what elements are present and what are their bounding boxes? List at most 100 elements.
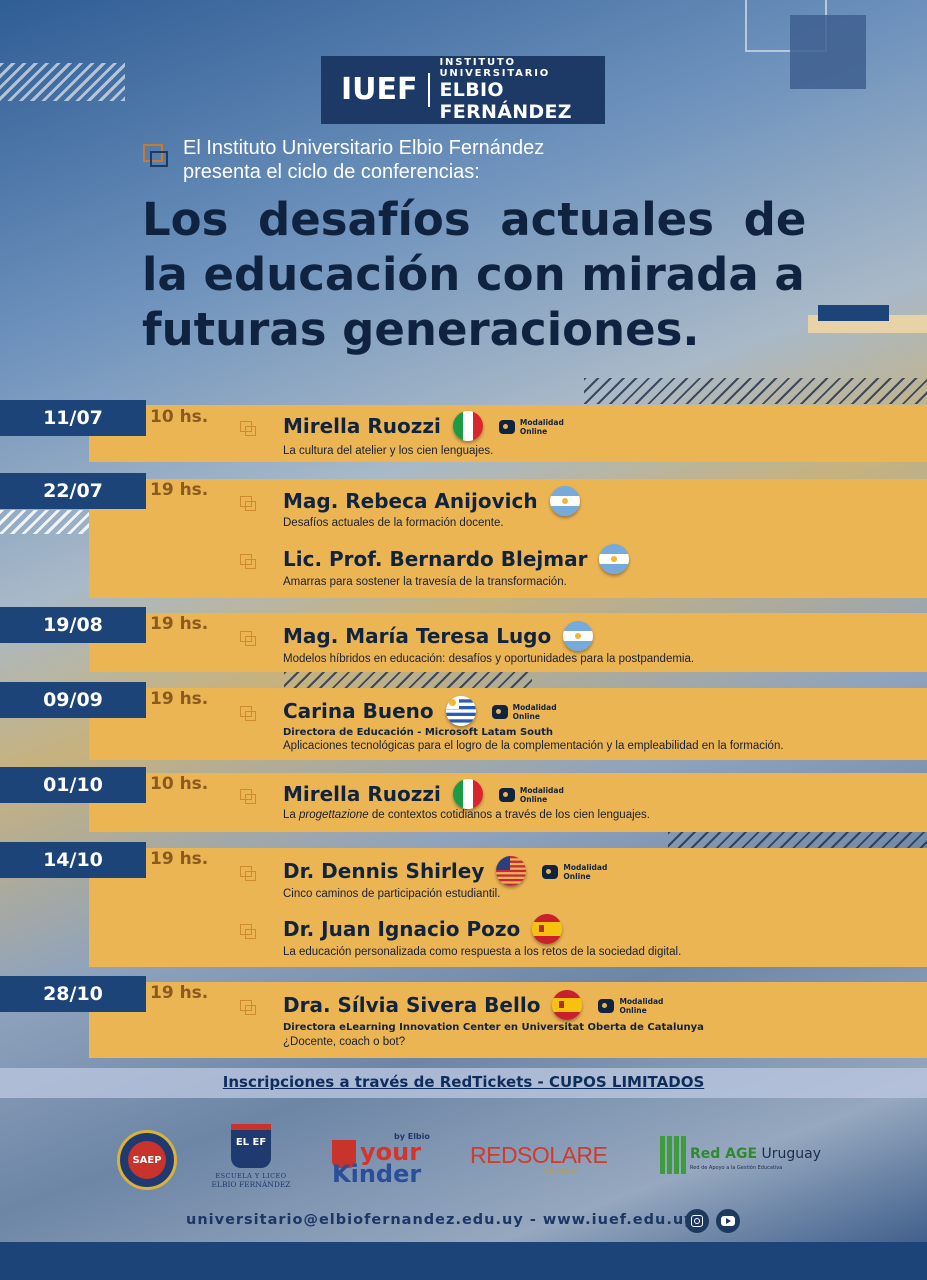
contact-info[interactable]: universitario@elbiofernandez.edu.uy - ww… (186, 1212, 695, 1228)
intro-line1: El Instituto Universitario Elbio Fernánd… (183, 137, 545, 159)
speaker-topic: La cultura del atelier y los cien lengua… (283, 445, 494, 457)
modality-line1: Modalidad (512, 703, 557, 712)
redage-text1: Red AGE (690, 1146, 758, 1162)
speaker-topic: Desafíos actuales de la formación docent… (283, 517, 504, 529)
decor-hatch-left (0, 510, 90, 534)
flag-italy-icon (452, 411, 483, 441)
modality-line2: Online (519, 795, 548, 804)
speaker-bullet-icon-inner (245, 711, 256, 721)
speaker-topic: Modelos híbridos en educación: desafíos … (283, 653, 695, 665)
modality-line1: Modalidad (519, 418, 564, 427)
speaker-bullet-icon-inner (245, 426, 256, 436)
speaker-name: Mirella Ruozzi (283, 782, 441, 806)
speaker-bullet-icon-inner (245, 929, 256, 939)
yourkinder-logo: by Elbio your Kinder (330, 1132, 430, 1192)
speaker-name: Mag. María Teresa Lugo (283, 624, 552, 648)
event-band (89, 688, 927, 760)
intro-line2: presenta el ciclo de conferencias: (183, 161, 480, 183)
event-band (89, 613, 927, 672)
event-hour: 19 hs. (150, 614, 209, 634)
speaker-name: Mag. Rebeca Anijovich (283, 489, 538, 513)
event-date: 14/10 (0, 842, 146, 878)
yourkinder-your: your (360, 1138, 422, 1166)
bullet-squares-icon-inner (150, 151, 168, 167)
video-camera-icon (498, 788, 515, 802)
modality-online-badge: Modalidad Online (542, 863, 607, 881)
yourkinder-kinder: Kinder (332, 1160, 422, 1188)
event-date: 01/10 (0, 767, 146, 803)
speaker-name: Dra. Sílvia Sivera Bello (283, 993, 541, 1017)
modality-text: Modalidad Online (520, 418, 564, 436)
speaker-bullet-icon-inner (245, 636, 256, 646)
logo-line2: ELBIO FERNÁNDEZ (439, 79, 572, 123)
youtube-icon[interactable] (716, 1209, 740, 1233)
flag-spain-icon (552, 990, 583, 1020)
flag-spain-icon (532, 914, 563, 944)
modality-line1: Modalidad (519, 786, 564, 795)
speaker-topic: La educación personalizada como respuest… (283, 946, 682, 958)
modality-text: Modalidad Online (520, 786, 564, 804)
event-hour: 19 hs. (150, 480, 209, 500)
escuela-line1: ESCUELA Y LICEO (215, 1172, 287, 1180)
speaker-role: Directora eLearning Innovation Center en… (283, 1022, 704, 1033)
speaker-bullet-icon-inner (245, 794, 256, 804)
event-band (89, 982, 927, 1058)
modality-line1: Modalidad (563, 863, 608, 872)
flag-uruguay-icon (445, 696, 476, 726)
logo-line1: INSTITUTO UNIVERSITARIO (439, 57, 551, 79)
escuela-line2: ELBIO FERNÁNDEZ (211, 1180, 291, 1189)
speaker-topic: ¿Docente, coach o bot? (283, 1036, 406, 1048)
modality-line2: Online (619, 1006, 647, 1015)
flag-argentina-icon (599, 544, 630, 574)
speaker-name: Dr. Dennis Shirley (283, 859, 485, 883)
redage-icon (660, 1136, 686, 1174)
speaker-topic: Amarras para sostener la travesía de la … (283, 576, 567, 588)
title-line1: Los desafíos actuales de (142, 193, 807, 246)
speaker-name: Lic. Prof. Bernardo Blejmar (283, 547, 588, 571)
registration-link[interactable]: Inscripciones a través de RedTickets - C… (222, 1073, 705, 1091)
event-date: 22/07 (0, 473, 146, 509)
redsolare-logo: REDSOLARE URUGUAY (470, 1142, 630, 1182)
speaker-topic: Cinco caminos de participación estudiant… (283, 888, 501, 900)
event-date: 28/10 (0, 976, 146, 1012)
video-camera-icon (542, 865, 559, 879)
speaker-bullet-icon-inner (245, 559, 256, 569)
event-band (89, 479, 927, 598)
redsolare-sub: URUGUAY (544, 1168, 581, 1175)
redage-sub: Red de Apoyo a la Gestión Educativa (690, 1165, 783, 1171)
decor-hatch-mid (284, 672, 532, 688)
redage-logo: Red AGE Uruguay Red de Apoyo a la Gestió… (660, 1136, 830, 1180)
modality-text: Modalidad Online (563, 863, 607, 881)
event-hour: 19 hs. (150, 983, 209, 1003)
event-band (89, 773, 927, 832)
speaker-role: Directora de Educación - Microsoft Latam… (283, 727, 554, 738)
video-camera-icon (498, 420, 515, 434)
redsolare-text: REDSOLARE (470, 1142, 608, 1168)
event-hour: 19 hs. (150, 849, 209, 869)
topic-text: de contextos cotidianos a través de los … (368, 809, 650, 821)
page-title: Los desafíos actuales de la educación co… (142, 192, 807, 357)
registration-band (0, 1068, 927, 1098)
modality-online-badge: Modalidad Online (498, 418, 564, 436)
logo-short: IUEF (341, 73, 430, 107)
instagram-icon[interactable] (685, 1209, 709, 1233)
flag-argentina-icon (549, 486, 580, 516)
speaker-topic: La progettazione de contextos cotidianos… (283, 809, 650, 821)
modality-online-badge: Modalidad Online (498, 786, 564, 804)
intro-text: El Instituto Universitario Elbio Fernánd… (183, 136, 743, 184)
modality-text: Modalidad Online (513, 703, 557, 721)
decor-bar-right-dark (818, 305, 889, 321)
topic-emphasis: progettazione (299, 809, 369, 821)
bottom-bar (0, 1242, 927, 1280)
modality-text: Modalidad Online (619, 997, 663, 1015)
decor-hatch-top-left (0, 63, 125, 101)
flag-argentina-icon (563, 621, 594, 651)
speaker-name: Mirella Ruozzi (283, 414, 441, 438)
flag-usa-icon (496, 856, 527, 886)
yourkinder-by: by Elbio (394, 1132, 430, 1141)
redage-text2: Uruguay (761, 1146, 822, 1162)
title-line3: futuras generaciones. (142, 303, 700, 356)
flag-italy-icon (452, 779, 483, 809)
decor-square-fill (790, 15, 866, 89)
event-hour: 10 hs. (150, 774, 209, 794)
